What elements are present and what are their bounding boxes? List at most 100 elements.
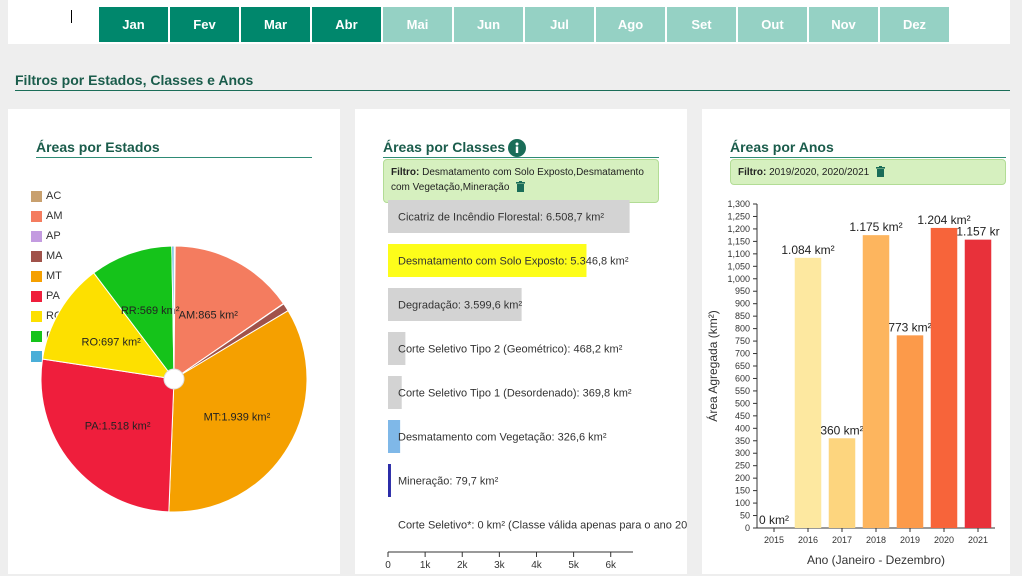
year-bar-2021[interactable] — [964, 239, 992, 528]
class-bar[interactable] — [388, 332, 406, 365]
classes-x-tick-label: 6k — [605, 560, 617, 571]
section-title: Filtros por Estados, Classes e Anos — [15, 72, 254, 88]
legend-item-ac[interactable]: AC — [31, 190, 61, 202]
classes-card: Áreas por Classes Filtro: Desmatamento c… — [355, 109, 687, 574]
legend-item-mt[interactable]: MT — [31, 270, 62, 282]
classes-filter-box: Filtro: Desmatamento com Solo Exposto,De… — [383, 159, 659, 203]
classes-x-tick-label: 4k — [531, 560, 543, 571]
month-tab-abr[interactable]: Abr — [312, 7, 381, 42]
legend-swatch — [31, 290, 42, 302]
year-bar-label: 1.175 km² — [849, 220, 902, 234]
month-tab-dez[interactable]: Dez — [880, 7, 949, 42]
pie-slice-label: AM:865 km² — [179, 309, 239, 321]
pie-slice-pa[interactable] — [40, 358, 175, 513]
legend-label: AC — [46, 190, 62, 202]
class-bar[interactable] — [388, 420, 401, 453]
class-bar-label: Corte Seletivo Tipo 2 (Geométrico): 468,… — [398, 344, 623, 356]
years-x-tick-label: 2021 — [968, 535, 988, 545]
states-card: Áreas por Estados ACAMAPMAMTPARORRTO AM:… — [8, 109, 340, 574]
pie-slice-mt[interactable] — [168, 309, 308, 513]
years-y-tick-label: 250 — [735, 461, 750, 471]
month-tab-nov[interactable]: Nov — [809, 7, 878, 42]
legend-item-ma[interactable]: MA — [31, 250, 63, 262]
pie-slice-to[interactable] — [171, 245, 175, 380]
year-bar-label: 360 km² — [820, 423, 863, 437]
legend-label: MA — [46, 250, 63, 262]
year-bar-2020[interactable] — [930, 227, 958, 528]
years-y-tick-label: 550 — [735, 386, 750, 396]
years-x-tick-label: 2019 — [900, 535, 920, 545]
pie-slice-ro[interactable] — [41, 272, 176, 380]
trash-icon[interactable] — [516, 181, 526, 192]
years-y-tick-label: 850 — [735, 311, 750, 321]
class-bar[interactable] — [388, 464, 391, 497]
month-selector: Jan Fev Mar Abr Mai Jun Jul Ago Set Out Nov Dez — [99, 7, 949, 42]
year-bar-2017[interactable] — [828, 438, 856, 528]
years-y-tick-label: 800 — [735, 324, 750, 334]
class-bar-label: Cicatriz de Incêndio Florestal: 6.508,7 … — [398, 212, 604, 224]
pie-slice-am[interactable] — [173, 245, 285, 380]
class-bar[interactable] — [388, 200, 630, 233]
states-title: Áreas por Estados — [36, 139, 160, 155]
years-x-tick-label: 2018 — [866, 535, 886, 545]
years-y-tick-label: 400 — [735, 423, 750, 433]
legend-swatch — [31, 310, 42, 322]
pie-center-hole — [163, 368, 185, 390]
years-y-tick-label: 1,300 — [727, 199, 750, 209]
info-icon[interactable] — [508, 139, 526, 157]
month-tab-jan[interactable]: Jan — [99, 7, 168, 42]
pie-slice-label: RR:569 km² — [121, 305, 180, 317]
class-bar[interactable] — [388, 288, 522, 321]
year-bar-2018[interactable] — [862, 235, 890, 528]
years-y-tick-label: 150 — [735, 486, 750, 496]
classes-bar-chart: Cicatriz de Incêndio Florestal: 6.508,7 … — [385, 200, 687, 571]
month-tab-set[interactable]: Set — [667, 7, 736, 42]
year-bar-label: 0 km² — [759, 513, 789, 527]
month-tab-mai[interactable]: Mai — [383, 7, 452, 42]
class-bar[interactable] — [388, 376, 402, 409]
trash-icon[interactable] — [876, 166, 885, 177]
legend-item-ap[interactable]: AP — [31, 230, 61, 242]
years-x-tick-label: 2020 — [934, 535, 954, 545]
years-y-tick-label: 1,150 — [727, 236, 750, 246]
years-y-tick-label: 1,000 — [727, 274, 750, 284]
pie-slice-label: MT:1.939 km² — [204, 411, 271, 423]
class-bar[interactable] — [388, 244, 587, 277]
years-card: Áreas por Anos Filtro: 2019/2020, 2020/2… — [702, 109, 1010, 574]
years-y-tick-label: 1,250 — [727, 211, 750, 221]
year-bar-2016[interactable] — [794, 257, 822, 528]
month-tab-jul[interactable]: Jul — [525, 7, 594, 42]
legend-item-am[interactable]: AM — [31, 210, 63, 222]
years-y-tick-label: 200 — [735, 473, 750, 483]
legend-label: AP — [46, 230, 61, 242]
month-tab-mar[interactable]: Mar — [241, 7, 310, 42]
years-y-tick-label: 50 — [740, 511, 750, 521]
years-y-tick-label: 600 — [735, 373, 750, 383]
legend-swatch — [31, 250, 42, 262]
years-y-tick-label: 100 — [735, 498, 750, 508]
classes-x-tick-label: 0 — [385, 560, 391, 571]
classes-x-tick-label: 5k — [568, 560, 580, 571]
month-tab-fev[interactable]: Fev — [170, 7, 239, 42]
legend-label: AM — [46, 210, 63, 222]
years-x-axis-title: Ano (Janeiro - Dezembro) — [807, 553, 945, 567]
years-y-axis-title: Área Agregada (km²) — [705, 310, 720, 421]
legend-item-pa[interactable]: PA — [31, 290, 60, 302]
year-bar-label: 1.157 kr — [956, 225, 999, 239]
years-y-tick-label: 1,200 — [727, 224, 750, 234]
text-cursor — [71, 10, 72, 23]
month-tab-out[interactable]: Out — [738, 7, 807, 42]
month-tab-ago[interactable]: Ago — [596, 7, 665, 42]
years-filter-text: 2019/2020, 2020/2021 — [769, 167, 870, 178]
month-tab-jun[interactable]: Jun — [454, 7, 523, 42]
legend-label: MT — [46, 270, 62, 282]
pie-slice-label: PA:1.518 km² — [85, 421, 151, 433]
pie-slice-rr[interactable] — [93, 245, 175, 381]
legend-swatch — [31, 350, 42, 362]
legend-swatch — [31, 230, 42, 242]
years-y-tick-label: 750 — [735, 336, 750, 346]
classes-x-tick-label: 3k — [494, 560, 506, 571]
years-y-tick-label: 700 — [735, 349, 750, 359]
years-y-tick-label: 1,050 — [727, 261, 750, 271]
year-bar-2019[interactable] — [896, 335, 924, 528]
